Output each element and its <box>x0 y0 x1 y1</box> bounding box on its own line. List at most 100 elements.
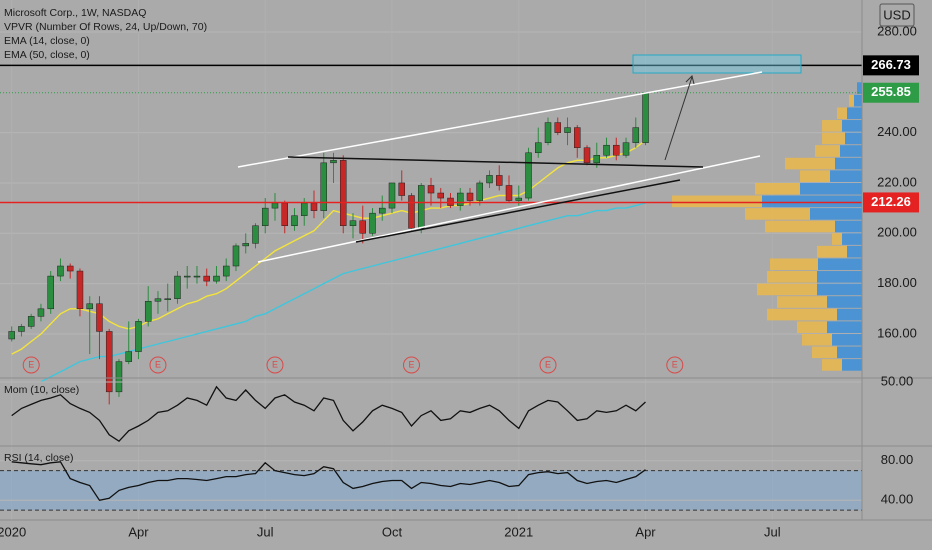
price-label-box <box>863 82 919 103</box>
vpvr-down <box>822 120 842 132</box>
vpvr-up <box>837 346 862 359</box>
vpvr-up <box>840 145 862 157</box>
candle-body <box>388 182 396 209</box>
arrow <box>664 76 693 161</box>
candle-body <box>417 185 425 229</box>
candle-body <box>222 265 230 277</box>
vpvr-up <box>854 94 862 107</box>
axes: 160.00 180.00 200.00 220.00 240.00 280.00 2020… <box>0 23 919 539</box>
vpvr-down <box>767 271 817 283</box>
vpvr-down <box>767 308 837 321</box>
vpvr-up <box>827 296 862 308</box>
vpvr-up <box>847 107 862 120</box>
vpvr-up <box>762 195 862 208</box>
candle-body <box>642 92 649 143</box>
y-tick-label: 160.00 <box>877 325 917 340</box>
price-label: 266.73 <box>871 57 911 72</box>
candle-body <box>330 160 337 164</box>
ema-line <box>40 202 646 383</box>
candle-body <box>427 185 435 194</box>
candle-body <box>66 265 74 272</box>
candle-body <box>398 182 405 196</box>
legend-vpvr: VPVR (Number Of Rows, 24, Up/Down, 70) <box>4 21 207 33</box>
candle-body <box>466 192 474 201</box>
candle-body <box>544 122 552 143</box>
vpvr-up <box>810 208 862 220</box>
y-tick-label: 240.00 <box>877 124 917 139</box>
vpvr-up <box>842 233 862 245</box>
candle-body <box>525 152 532 199</box>
earnings-label: E <box>28 359 34 369</box>
candle-body <box>37 308 45 317</box>
vpvr-up <box>830 170 862 182</box>
earnings-marker <box>402 356 420 374</box>
candle-body <box>18 326 25 332</box>
triangle-upper <box>287 156 704 168</box>
rsi-band <box>0 470 862 511</box>
vpvr-up <box>847 245 862 258</box>
currency: USD <box>883 7 910 22</box>
vpvr-up <box>857 82 862 94</box>
y-tick-label: 200.00 <box>877 225 917 240</box>
vpvr-down <box>770 258 818 271</box>
legend-ema: EMA (50, close, 0) <box>4 49 90 61</box>
arrow-head <box>685 75 695 85</box>
y-tick-label: 50.00 <box>881 373 914 388</box>
x-tick-label: 2021 <box>504 524 533 539</box>
candle-body <box>174 275 181 299</box>
currency-box <box>879 3 915 27</box>
candle-body <box>96 303 103 332</box>
vpvr-down <box>822 359 842 371</box>
candle-body <box>135 321 142 352</box>
candle-body <box>622 142 630 156</box>
vpvr-down <box>812 346 837 359</box>
x-tick-label: Jul <box>764 524 781 539</box>
candle-body <box>339 160 347 226</box>
drawings <box>237 54 802 263</box>
candle-body <box>359 220 366 234</box>
legend-ema: EMA (14, close, 0) <box>4 35 90 47</box>
vpvr-down <box>672 195 762 208</box>
earnings-marker <box>22 356 40 374</box>
vpvr-up <box>835 157 862 170</box>
vpvr-down <box>849 94 854 107</box>
candle-body <box>144 300 152 322</box>
candle-body <box>554 122 562 133</box>
pane-title: RSI (14, close) <box>4 452 73 464</box>
candle-body <box>378 207 386 214</box>
vpvr-up <box>832 333 862 346</box>
candle-body <box>505 185 513 201</box>
candle-body <box>457 192 464 206</box>
candle-body <box>583 147 591 164</box>
candle-body <box>603 144 610 156</box>
candle-body <box>232 245 240 267</box>
vpvr-up <box>842 120 862 132</box>
candle-body <box>320 162 327 211</box>
candle-body <box>486 175 493 184</box>
candle-body <box>535 142 542 154</box>
pane-title: Mom (10, close) <box>4 384 79 396</box>
vpvr-up <box>842 359 862 371</box>
ema-line <box>11 139 646 355</box>
candle-body <box>310 202 318 211</box>
channel-lower <box>257 155 761 263</box>
candle-body <box>164 298 171 300</box>
vpvr-up <box>817 283 862 296</box>
earnings-label: E <box>408 359 414 369</box>
candle-body <box>437 192 445 199</box>
earnings-marker <box>666 356 684 374</box>
candle-body <box>261 207 269 226</box>
earnings-label: E <box>272 359 278 369</box>
y-tick-label: 80.00 <box>881 452 914 467</box>
vpvr-down <box>800 170 830 182</box>
vpvr-up <box>818 258 862 271</box>
price-label: 255.85 <box>871 84 911 99</box>
x-tick-label: Jul <box>257 524 274 539</box>
candle-body <box>593 155 601 164</box>
x-tick-label: 2020 <box>0 524 26 539</box>
vpvr-up <box>837 308 862 321</box>
candle-body <box>271 202 279 209</box>
vpvr-up <box>845 132 862 145</box>
vpvr-down <box>837 107 847 120</box>
